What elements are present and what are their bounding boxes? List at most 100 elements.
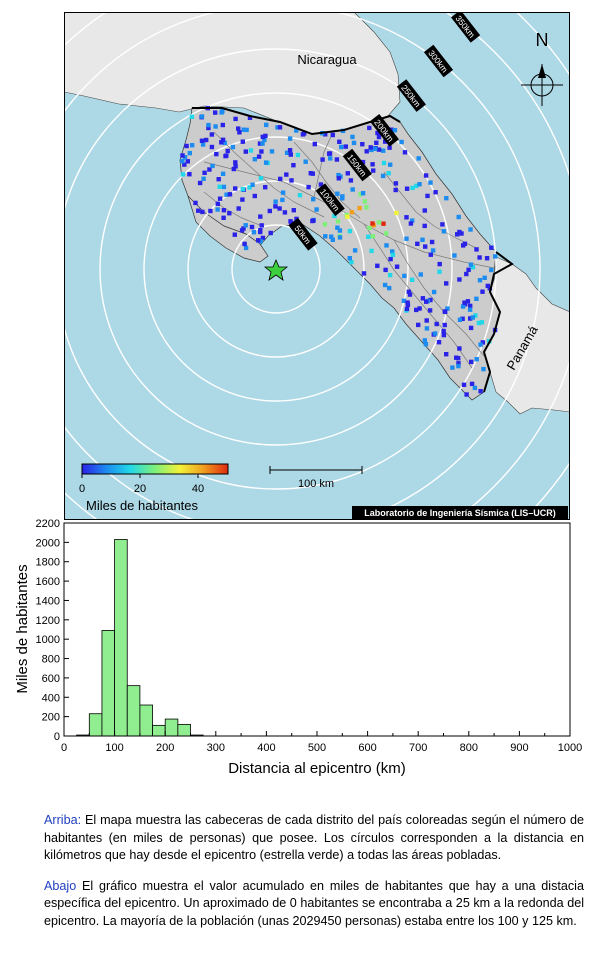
road bbox=[203, 161, 495, 269]
district-marker bbox=[337, 139, 342, 144]
district-marker bbox=[273, 204, 278, 209]
road bbox=[203, 191, 263, 227]
district-marker bbox=[288, 152, 293, 157]
district-marker bbox=[380, 173, 386, 179]
district-marker bbox=[206, 122, 211, 128]
colorbar-tick-20: 20 bbox=[134, 483, 146, 495]
district-marker bbox=[464, 392, 469, 397]
district-marker bbox=[457, 229, 462, 235]
district-marker bbox=[209, 132, 215, 137]
district-marker bbox=[423, 342, 429, 347]
nicoya-peninsula bbox=[187, 195, 269, 263]
histogram-bar bbox=[88, 713, 103, 737]
district-marker bbox=[294, 128, 299, 133]
district-marker bbox=[383, 139, 388, 144]
district-marker bbox=[224, 153, 229, 158]
district-marker bbox=[340, 194, 345, 199]
district-marker bbox=[219, 140, 224, 145]
credit-label: Laboratorio de Ingeniería Sísmica (LIS–U… bbox=[364, 508, 556, 518]
district-marker bbox=[469, 359, 474, 365]
district-marker bbox=[259, 149, 264, 154]
x-tick-label: 300 bbox=[207, 742, 225, 754]
district-marker bbox=[208, 208, 213, 214]
district-marker bbox=[190, 143, 195, 148]
district-marker bbox=[450, 365, 455, 370]
district-marker bbox=[456, 363, 461, 369]
country-label-nicaragua: Nicaragua bbox=[297, 52, 357, 67]
district-marker bbox=[474, 357, 479, 362]
district-marker bbox=[250, 182, 255, 187]
y-tick-label: 2000 bbox=[36, 537, 60, 549]
district-marker bbox=[375, 130, 380, 136]
district-marker bbox=[263, 185, 268, 190]
district-marker bbox=[485, 283, 490, 289]
district-marker bbox=[468, 227, 473, 232]
district-marker bbox=[468, 303, 473, 309]
district-marker bbox=[280, 190, 286, 195]
y-tick-label: 1800 bbox=[36, 557, 60, 569]
district-marker bbox=[472, 385, 478, 391]
district-marker bbox=[189, 114, 195, 119]
histogram-svg: 0 100 200 300 400 500 600 700 800 900 1000 0 200 400 6… bbox=[14, 518, 582, 777]
district-marker bbox=[417, 306, 422, 311]
district-marker bbox=[180, 172, 186, 177]
district-marker bbox=[381, 148, 386, 153]
district-marker bbox=[352, 248, 358, 253]
district-marker bbox=[402, 273, 407, 279]
district-marker bbox=[374, 140, 379, 145]
district-marker bbox=[258, 214, 263, 219]
district-marker bbox=[215, 201, 220, 206]
district-marker bbox=[233, 164, 238, 169]
district-marker bbox=[204, 137, 209, 143]
district-marker bbox=[220, 122, 225, 128]
district-marker bbox=[213, 124, 218, 129]
x-tick-label: 700 bbox=[409, 742, 427, 754]
district-marker bbox=[430, 248, 436, 253]
district-marker bbox=[278, 176, 283, 182]
y-tick-label: 1200 bbox=[36, 615, 60, 627]
district-marker bbox=[258, 239, 263, 244]
district-marker bbox=[277, 125, 283, 130]
district-marker bbox=[267, 208, 272, 214]
district-marker bbox=[197, 180, 203, 186]
chart-frame bbox=[63, 522, 571, 737]
district-marker bbox=[436, 340, 442, 345]
district-marker bbox=[444, 196, 449, 201]
district-marker bbox=[457, 317, 463, 322]
district-marker bbox=[327, 151, 333, 156]
district-marker bbox=[406, 289, 411, 294]
district-marker bbox=[289, 220, 294, 226]
district-marker bbox=[221, 208, 227, 213]
district-marker bbox=[209, 144, 215, 150]
y-tick-label: 1000 bbox=[36, 634, 60, 646]
district-marker bbox=[260, 134, 265, 140]
district-marker bbox=[383, 231, 389, 236]
district-marker bbox=[425, 193, 430, 199]
scale-bar-label: 100 km bbox=[298, 478, 334, 490]
district-marker bbox=[428, 297, 433, 303]
district-marker bbox=[457, 346, 462, 351]
district-marker bbox=[461, 382, 467, 387]
histogram-bars bbox=[76, 539, 204, 737]
y-tick-label: 600 bbox=[42, 673, 60, 685]
district-marker bbox=[202, 170, 207, 175]
district-marker bbox=[478, 342, 483, 347]
district-marker bbox=[318, 182, 324, 187]
caption-bottom-lead: Abajo bbox=[44, 878, 77, 893]
road bbox=[393, 239, 485, 357]
district-marker bbox=[429, 239, 435, 245]
district-marker bbox=[350, 187, 355, 192]
district-marker bbox=[408, 221, 414, 226]
district-marker bbox=[383, 267, 388, 273]
histogram-bar bbox=[114, 539, 128, 737]
district-marker bbox=[329, 234, 334, 239]
x-tick-label: 0 bbox=[61, 742, 67, 754]
district-marker bbox=[381, 221, 386, 226]
district-marker bbox=[489, 245, 494, 250]
district-marker bbox=[351, 140, 357, 146]
district-marker bbox=[323, 234, 328, 239]
district-marker bbox=[382, 282, 388, 288]
district-marker bbox=[404, 306, 410, 312]
district-marker bbox=[440, 222, 445, 227]
district-marker bbox=[300, 132, 306, 137]
